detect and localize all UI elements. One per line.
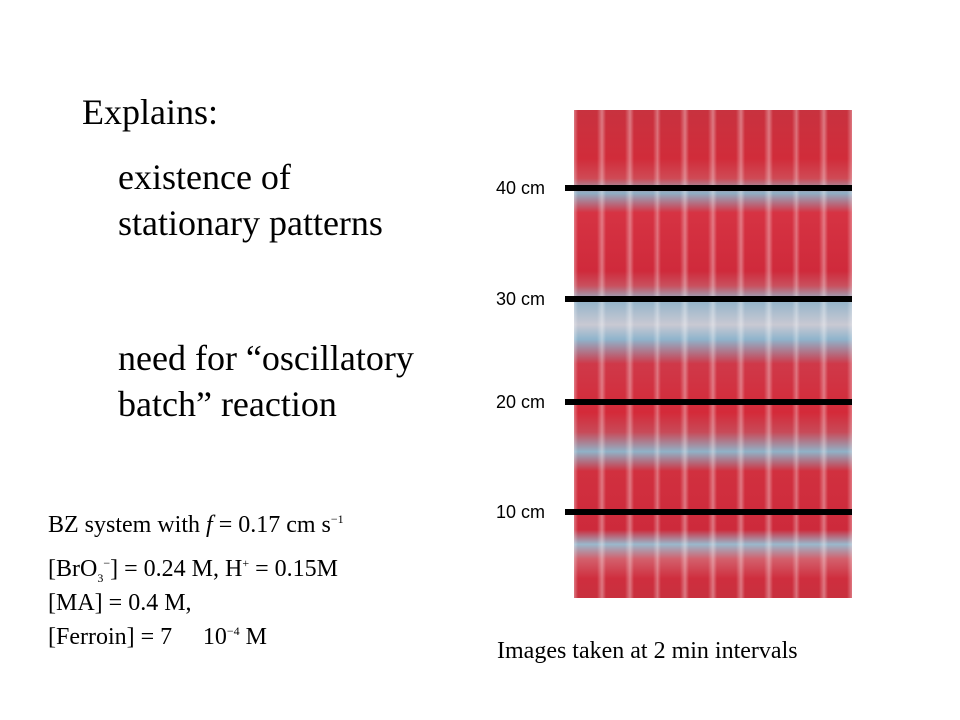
photo-strip [657,110,686,598]
malonic-acid-line: [MA] = 0.4 M, [48,590,192,616]
pattern-photo-strips [574,110,853,598]
exponent: −4 [227,624,240,638]
ferroin-line: [Ferroin] = 7  10−4 M [48,620,344,654]
figure-caption: Images taken at 2 min intervals [497,638,798,664]
photo-strip [713,110,741,598]
bromate-line: [BrO3−] = 0.24 M, H+ = 0.15M [48,552,344,586]
photo-strip [824,110,853,598]
point-line: need for “oscillatory [118,338,414,378]
text-segment: ] = 0.24 M, H [110,556,243,582]
slide-heading: Explains: [82,92,218,132]
marker-label-30cm: 30 cm [496,289,546,309]
photo-strip [796,110,825,598]
photo-strip [601,110,630,598]
reaction-conditions: BZ system with f = 0.17 cm s−1 [BrO3−] =… [48,508,344,654]
point-line: batch” reaction [118,384,337,424]
point-line: existence of [118,157,291,197]
text-segment: BZ system with [48,512,207,538]
photo-strip [629,110,658,598]
text-segment: [BrO [48,556,98,582]
marker-label-10cm: 10 cm [496,502,546,522]
text-segment: = 0.15M [249,556,338,582]
text-segment: = 0.17 cm s [212,512,331,538]
exponent: −1 [330,512,344,526]
subscript: 3 [97,570,104,585]
photo-strip [574,110,602,598]
photo-strip [768,110,797,598]
marker-line-40 [565,185,852,191]
marker-line-10 [565,509,852,515]
marker-line-30 [565,296,852,302]
bz-system-line: BZ system with f = 0.17 cm s−1 [48,508,344,542]
point-oscillatory-batch: need for “oscillatory batch” reaction [118,335,414,427]
photo-strip [740,110,769,598]
marker-label-40cm: 40 cm [496,178,546,198]
marker-label-20cm: 20 cm [496,392,546,412]
marker-line-20 [565,399,852,405]
flow-rate-symbol: f [206,512,213,538]
text-segment: M [214,624,267,650]
point-stationary-patterns: existence of stationary patterns [118,154,383,246]
text-segment: [Ferroin] = 7  10 [48,624,227,650]
photo-strip [685,110,714,598]
charge: − [103,556,111,570]
point-line: stationary patterns [118,203,383,243]
charge: + [242,556,250,570]
spacer [48,542,344,552]
